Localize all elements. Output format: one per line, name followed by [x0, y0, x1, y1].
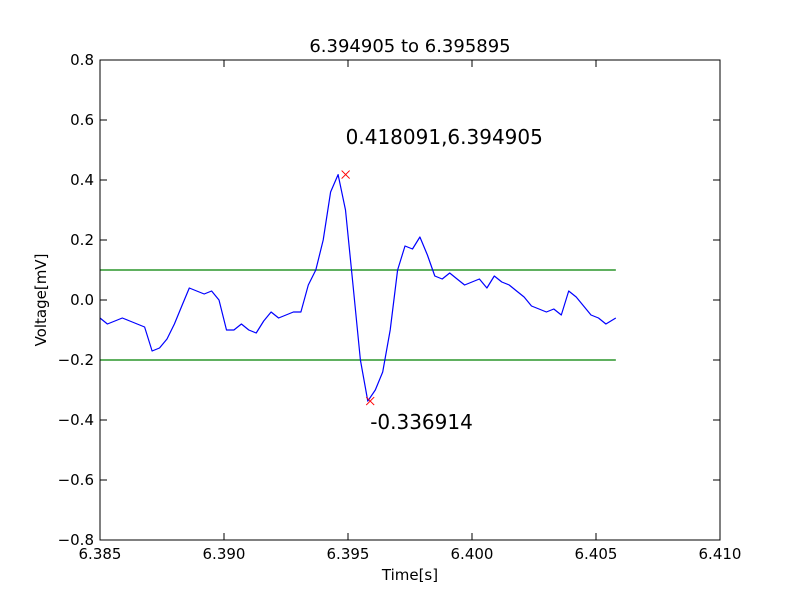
signal-series-line: [99, 174, 617, 402]
y-axis-label: Voltage[mV]: [32, 254, 50, 347]
x-tick-label: 6.390: [203, 545, 246, 563]
x-tick-label: 6.395: [327, 545, 370, 563]
x-tick-label: 6.385: [79, 545, 122, 563]
y-tick-label: 0.0: [70, 291, 94, 309]
y-tick-label: 0.2: [70, 231, 94, 249]
tick-labels: 6.385 6.390 6.395 6.400 6.405 6.410 −0.8 −0.6 −0…: [58, 51, 742, 563]
plot-frame: [99, 59, 721, 541]
x-axis-label: Time[s]: [381, 566, 438, 584]
x-tick-label: 6.405: [575, 545, 618, 563]
x-tick-label: 6.410: [699, 545, 742, 563]
y-tick-label: −0.8: [58, 531, 94, 549]
plot-area: [100, 60, 720, 540]
y-tick-label: 0.6: [70, 111, 94, 129]
y-tick-label: 0.4: [70, 171, 94, 189]
peak-annotation: 0.418091,6.394905: [346, 125, 543, 149]
peak-annotation: -0.336914: [370, 410, 473, 434]
peak-marker: [365, 396, 375, 406]
peak-markers: [341, 170, 375, 406]
chart-title: 6.394905 to 6.395895: [309, 36, 510, 57]
y-tick-label: −0.4: [58, 411, 94, 429]
threshold-lines: [100, 269, 616, 361]
x-tick-label: 6.400: [451, 545, 494, 563]
peak-marker: [341, 170, 350, 179]
y-tick-label: −0.2: [58, 351, 94, 369]
y-tick-label: 0.8: [70, 51, 94, 69]
peak-annotations: 0.418091,6.394905 -0.336914: [346, 125, 543, 434]
y-tick-label: −0.6: [58, 471, 94, 489]
